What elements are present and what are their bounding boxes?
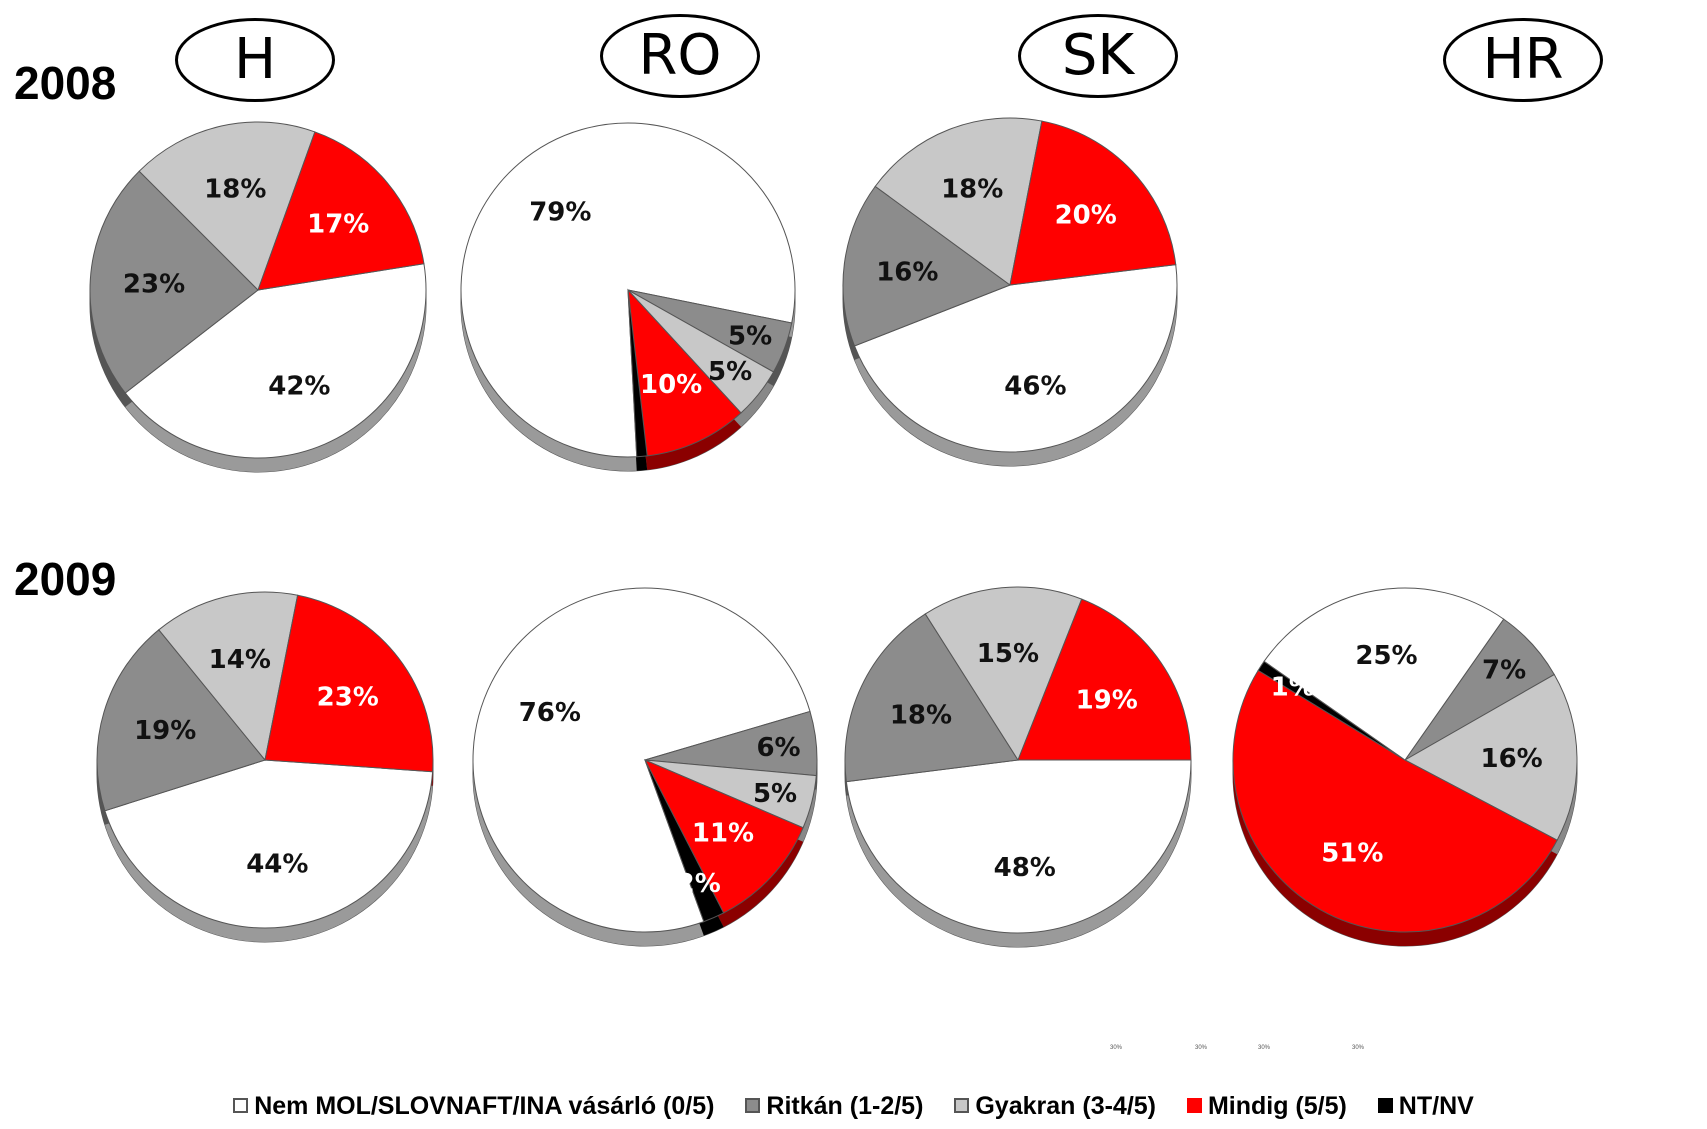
- legend-item-ntnv: NT/NV: [1377, 1092, 1474, 1121]
- legend-swatch: [1377, 1098, 1393, 1113]
- year-label-2009: 2009: [14, 553, 117, 605]
- pie-slice: [138, 121, 316, 291]
- legend-swatch: [954, 1098, 970, 1113]
- tick-label: 30%: [1258, 1045, 1271, 1051]
- legend-item-gyakran: Gyakran (3-4/5): [954, 1092, 1156, 1121]
- legend-swatch: [745, 1098, 761, 1113]
- pie-slice: [844, 613, 1019, 783]
- pie-slice-label: 48%: [994, 853, 1056, 883]
- tick-label: 30%: [1110, 1045, 1123, 1051]
- pie-slice: [643, 758, 804, 914]
- tick-label: 30%: [1195, 1045, 1208, 1051]
- pie-slice-label: 17%: [307, 210, 369, 240]
- legend-label: Nem MOL/SLOVNAFT/INA vásárló (0/5): [254, 1092, 715, 1120]
- pie-slice-label: 16%: [1481, 744, 1543, 774]
- legend-item-ritkan: Ritkán (1-2/5): [745, 1092, 923, 1121]
- pie-slice: [257, 131, 425, 291]
- pie-slice-label: 44%: [246, 849, 308, 879]
- legend-item-nem: Nem MOL/SLOVNAFT/INA vásárló (0/5): [233, 1092, 714, 1121]
- pie-2009-ro: 76% 6% 5% 11% 2%: [472, 587, 818, 947]
- pie-slice-label: 23%: [123, 269, 185, 299]
- pie-slice: [924, 586, 1083, 762]
- pie-slice-label: 18%: [204, 174, 266, 204]
- legend-label: NT/NV: [1398, 1092, 1474, 1120]
- legend-item-mindig: Mindig (5/5): [1186, 1092, 1347, 1121]
- pie-slice: [1017, 598, 1192, 761]
- pie-2009-h: 44% 19% 14% 23%: [96, 591, 434, 943]
- pie-slice: [104, 759, 434, 929]
- pie-slice-label: 42%: [268, 372, 330, 402]
- pie-charts-canvas: 42%23%18%17% 79%5%5%10% 46%16%18%20%44%19%…: [89, 117, 1578, 948]
- pie-slice-label: 23%: [317, 683, 379, 713]
- pie-slice-label: 15%: [977, 639, 1039, 669]
- pie-slice: [627, 288, 742, 457]
- pie-slice-label: 19%: [1076, 686, 1138, 716]
- country-badge-h: H: [175, 18, 335, 102]
- country-badge-ro: RO: [600, 14, 760, 98]
- pie-slice-label: 7%: [1482, 656, 1526, 686]
- pie-slice: [264, 594, 434, 773]
- pie-2008-h: 42% 23% 18% 17%: [89, 121, 427, 473]
- pie-slice: [874, 117, 1043, 286]
- pie-slice-label: 19%: [134, 716, 196, 746]
- pie-slice-label: 6%: [756, 733, 800, 763]
- pie-slice-label: 11%: [692, 819, 754, 849]
- pie-slice: [1009, 120, 1177, 286]
- pie-slice-label: 2%: [677, 869, 721, 899]
- year-label-2008: 2008: [14, 57, 117, 109]
- legend-swatch: [233, 1098, 249, 1113]
- pie-2008-ro: 79%5%5%10%: [460, 122, 796, 472]
- pie-slice: [124, 263, 427, 459]
- legend: Nem MOL/SLOVNAFT/INA vásárló (0/5) Ritká…: [0, 1092, 1707, 1121]
- pie-slice-label: 18%: [890, 700, 952, 730]
- pie-slice-label: 16%: [876, 258, 938, 288]
- pie-slice-label: 5%: [753, 779, 797, 809]
- pie-slice: [89, 170, 259, 394]
- pie-slice: [1232, 669, 1558, 933]
- pie-slice: [96, 629, 266, 812]
- legend-label: Ritkán (1-2/5): [766, 1092, 924, 1120]
- pie-slice-label: 76%: [519, 698, 581, 728]
- country-badge-sk: SK: [1018, 14, 1178, 98]
- pie-slice-label: 79%: [529, 198, 591, 228]
- pie-slice: [158, 591, 299, 762]
- pie-2008-sk: 46% 16% 18% 20%: [842, 117, 1178, 467]
- pie-slice: [1263, 587, 1505, 761]
- pie-slice: [845, 759, 1192, 934]
- pie-slice-label: 18%: [941, 175, 1003, 205]
- pie-slice-label: 25%: [1355, 641, 1417, 671]
- pie-slice-label: 51%: [1321, 839, 1383, 869]
- legend-label: Mindig (5/5): [1207, 1092, 1347, 1120]
- legend-label: Gyakran (3-4/5): [975, 1092, 1156, 1120]
- pie-slice-label: 5%: [728, 321, 772, 351]
- pie-slice: [627, 289, 648, 458]
- pie-slice-label: 1%: [1271, 673, 1315, 703]
- pie-slice: [853, 264, 1178, 453]
- country-badge-hr: HR: [1443, 18, 1603, 102]
- tick-label: 30%: [1352, 1045, 1365, 1051]
- pie-slice: [1403, 673, 1578, 841]
- pie-slice-label: 46%: [1004, 371, 1066, 401]
- pie-slice: [644, 759, 725, 923]
- pie-slice-label: 20%: [1055, 200, 1117, 230]
- pie-slice: [460, 122, 796, 458]
- pie-slice: [472, 587, 811, 933]
- legend-swatch: [1186, 1098, 1202, 1113]
- pie-2009-hr: 7% 16% 51% 1% 25%: [1232, 587, 1578, 947]
- pie-slice-label: 5%: [708, 357, 752, 387]
- pie-slice-label: 14%: [209, 645, 271, 675]
- pie-slice-label: 10%: [640, 370, 702, 400]
- pie-slice: [842, 185, 1012, 347]
- pie-2009-sk: 48% 18% 15% 19%: [844, 586, 1192, 948]
